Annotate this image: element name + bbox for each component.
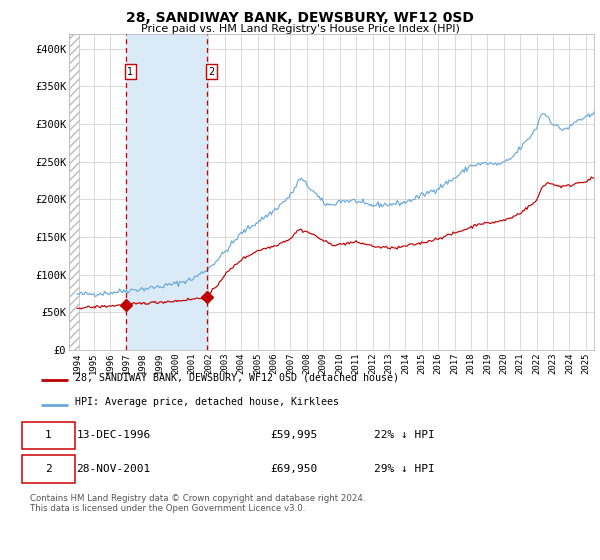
- Text: HPI: Average price, detached house, Kirklees: HPI: Average price, detached house, Kirk…: [76, 397, 340, 407]
- Text: 1: 1: [45, 431, 52, 440]
- FancyBboxPatch shape: [22, 422, 76, 449]
- Text: 2: 2: [209, 67, 215, 77]
- Text: 28, SANDIWAY BANK, DEWSBURY, WF12 0SD (detached house): 28, SANDIWAY BANK, DEWSBURY, WF12 0SD (d…: [76, 373, 400, 383]
- Bar: [69, 34, 79, 350]
- Bar: [126, 34, 207, 350]
- Text: 13-DEC-1996: 13-DEC-1996: [76, 431, 151, 440]
- Text: 29% ↓ HPI: 29% ↓ HPI: [374, 464, 435, 474]
- Text: 2: 2: [45, 464, 52, 474]
- Text: £59,995: £59,995: [270, 431, 317, 440]
- Text: Contains HM Land Registry data © Crown copyright and database right 2024.
This d: Contains HM Land Registry data © Crown c…: [30, 494, 365, 514]
- Text: £69,950: £69,950: [270, 464, 317, 474]
- FancyBboxPatch shape: [22, 455, 76, 483]
- Text: 1: 1: [127, 67, 133, 77]
- Text: Price paid vs. HM Land Registry's House Price Index (HPI): Price paid vs. HM Land Registry's House …: [140, 24, 460, 34]
- Text: 28, SANDIWAY BANK, DEWSBURY, WF12 0SD: 28, SANDIWAY BANK, DEWSBURY, WF12 0SD: [126, 11, 474, 25]
- Text: 28-NOV-2001: 28-NOV-2001: [76, 464, 151, 474]
- Text: 22% ↓ HPI: 22% ↓ HPI: [374, 431, 435, 440]
